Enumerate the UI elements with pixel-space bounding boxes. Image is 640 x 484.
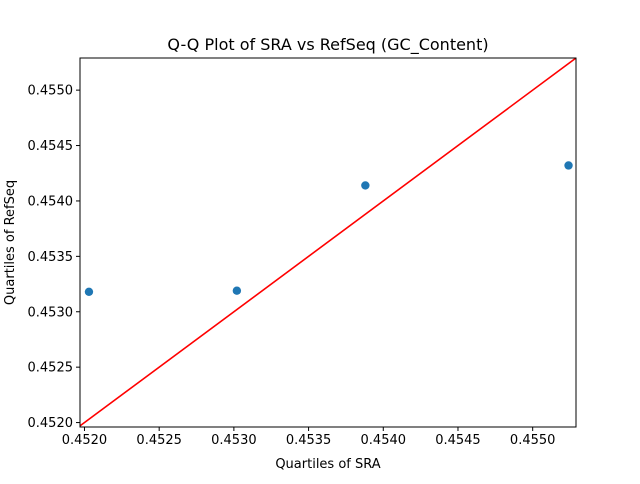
- x-tick-label: 0.4525: [136, 433, 182, 448]
- x-tick-label: 0.4530: [211, 433, 257, 448]
- x-tick-label: 0.4540: [361, 433, 407, 448]
- reference-line: [80, 58, 576, 427]
- x-tick-label: 0.4535: [286, 433, 332, 448]
- y-tick-label: 0.4535: [28, 250, 74, 265]
- data-point: [564, 161, 573, 170]
- data-point: [84, 287, 94, 297]
- data-point: [232, 286, 242, 295]
- plot-area: [80, 58, 576, 427]
- x-tick-label: 0.4550: [510, 433, 556, 448]
- y-tick-label: 0.4545: [28, 139, 74, 154]
- y-tick-label: 0.4540: [28, 194, 74, 209]
- data-point: [361, 181, 370, 190]
- x-axis-label: Quartiles of SRA: [275, 457, 380, 472]
- axes-frame: [79, 57, 577, 428]
- y-axis-ticks: 0.4520 0.4525 0.4530 0.4535 0.4540 0.4545 0.45…: [28, 84, 80, 431]
- y-tick-label: 0.4530: [28, 305, 74, 320]
- x-axis-ticks: 0.4520 0.4525 0.4530 0.4535 0.4540 0.4545 0.45…: [62, 427, 556, 448]
- y-tick-label: 0.4520: [28, 416, 74, 431]
- y-axis-label: Quartiles of RefSeq: [3, 180, 18, 305]
- x-tick-label: 0.4545: [435, 433, 481, 448]
- x-tick-label: 0.4520: [62, 433, 108, 448]
- y-tick-label: 0.4525: [28, 361, 74, 376]
- chart-title: Q-Q Plot of SRA vs RefSeq (GC_Content): [167, 35, 488, 55]
- y-tick-label: 0.4550: [28, 84, 74, 99]
